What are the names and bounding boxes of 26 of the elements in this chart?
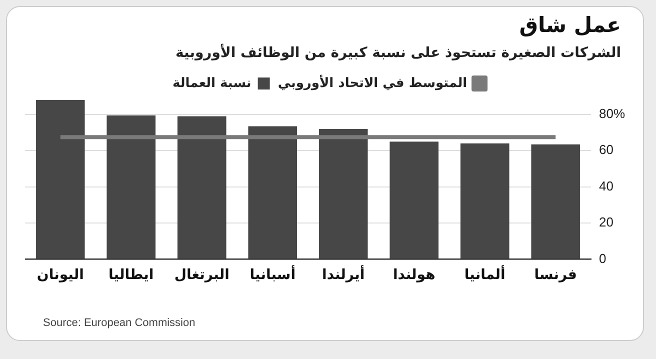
y-tick-label: 20 [598, 214, 614, 230]
bar [248, 126, 298, 259]
x-tick-label: ايطاليا [108, 267, 154, 284]
y-tick-label: 0 [598, 250, 606, 266]
bar [531, 144, 580, 259]
x-tick-label: هولندا [392, 267, 436, 284]
y-tick-label: 40 [598, 178, 614, 194]
y-tick-label: 80% [598, 106, 626, 122]
legend-label: المتوسط في الاتحاد الأوروبي [278, 74, 468, 91]
x-tick-label: أيرلندا [322, 265, 365, 284]
chart-subtitle: الشركات الصغيرة تستحوذ على نسبة كبيرة من الوظائف الأوروبية [176, 45, 621, 61]
x-tick-label: ألمانيا [464, 265, 506, 284]
bar [318, 128, 368, 259]
source-note: Source: European Commission [43, 317, 196, 329]
bar [460, 143, 510, 259]
x-tick-label: أسبانيا [250, 265, 296, 284]
legend-label: نسبة العمالة [172, 76, 252, 91]
chart-title: عمل شاق [519, 13, 621, 37]
bar [106, 115, 156, 259]
bar [177, 116, 226, 259]
x-tick-label: اليونان [36, 267, 84, 284]
x-tick-label: فرنسا [534, 267, 577, 284]
x-tick-label: البرتغال [174, 267, 230, 284]
y-tick-label: 60 [598, 142, 614, 158]
bar [390, 142, 439, 259]
bar [36, 100, 85, 259]
